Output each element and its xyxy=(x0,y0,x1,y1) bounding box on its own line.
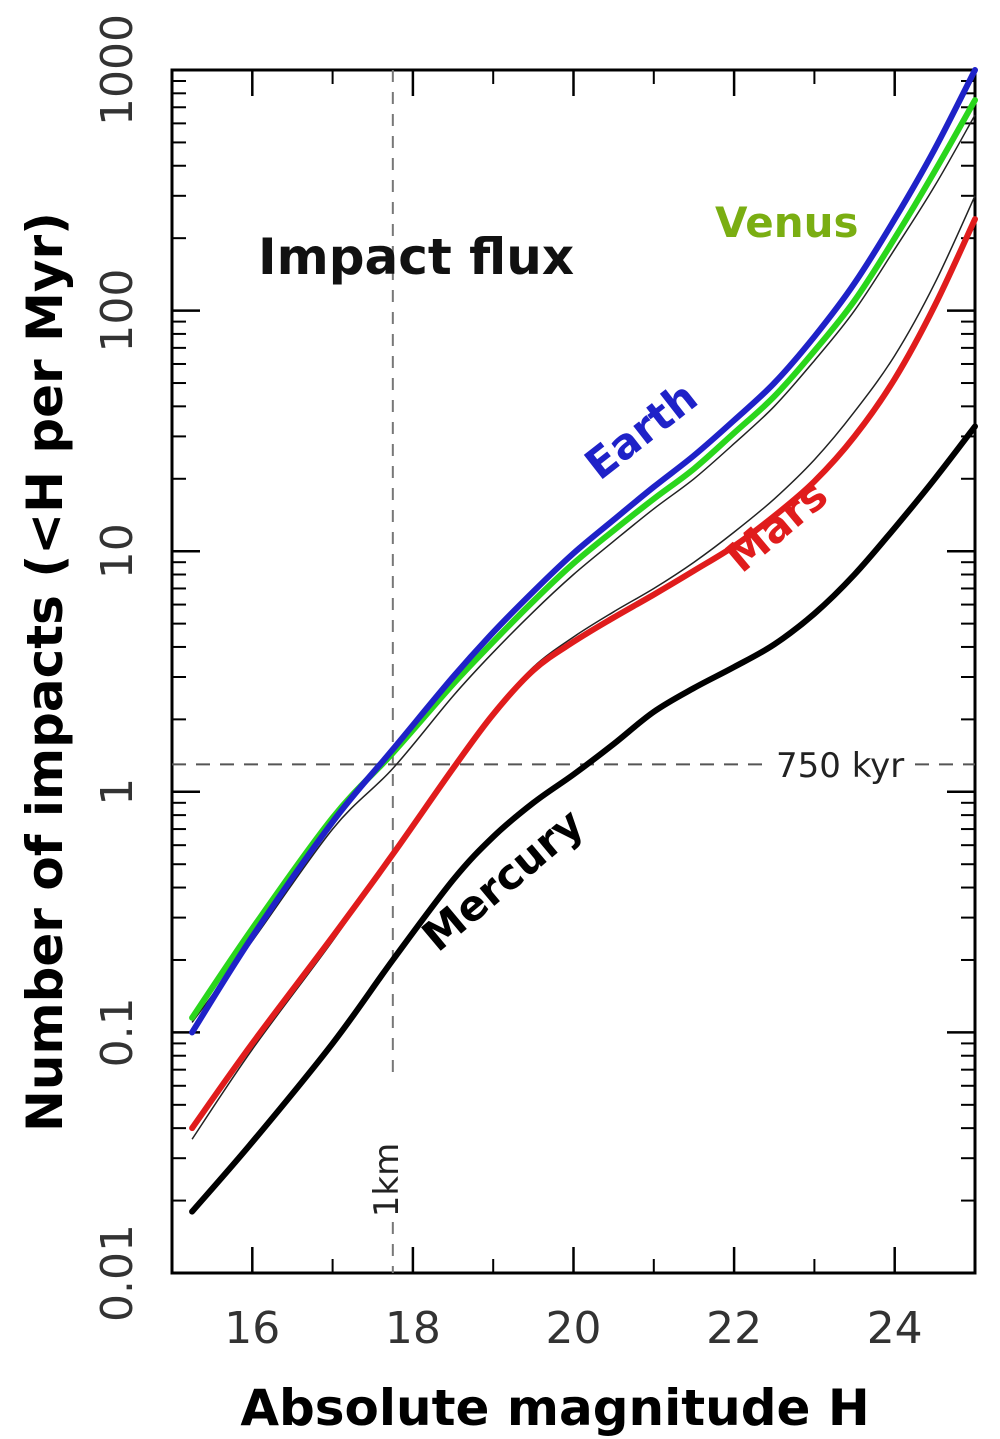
series-lines xyxy=(189,67,978,1215)
x-tick-label: 22 xyxy=(706,1303,762,1354)
major-ticks xyxy=(172,68,975,1275)
x-tick-label: 24 xyxy=(867,1303,923,1354)
series-label-mercury: Mercury xyxy=(413,799,593,961)
y-axis-title: Number of impacts (<H per Myr) xyxy=(16,212,74,1132)
label-750kyr: 750 kyr xyxy=(776,746,904,786)
x-tick-label: 16 xyxy=(224,1303,280,1354)
series-line-earth xyxy=(189,67,978,1036)
y-tick-label: 1000 xyxy=(92,14,143,126)
reference-lines xyxy=(172,70,975,1273)
y-tick-label: 1 xyxy=(92,778,143,806)
x-tick-label: 20 xyxy=(546,1303,602,1354)
series-line-mars xyxy=(189,216,978,1132)
y-tick-label: 100 xyxy=(92,269,143,353)
label-1km: 1km xyxy=(367,1143,407,1217)
x-tick-label: 18 xyxy=(385,1303,441,1354)
panel-title: Impact flux xyxy=(258,228,574,286)
x-axis-title: Absolute magnitude H xyxy=(240,1379,869,1437)
y-tick-label: 0.01 xyxy=(92,1224,143,1322)
y-tick-label: 10 xyxy=(92,523,143,579)
x-tick-labels: 16 18 20 22 24 xyxy=(224,1303,922,1354)
y-tick-label: 0.1 xyxy=(92,997,143,1067)
thin-reference-curve-2 xyxy=(191,195,976,1140)
series-line-mercury xyxy=(189,423,978,1215)
series-label-mars: Mars xyxy=(717,470,837,582)
thin-reference-curve-1 xyxy=(191,114,976,1023)
y-tick-labels: 0.01 0.1 1 10 100 1000 xyxy=(92,14,143,1322)
series-label-venus: Venus xyxy=(715,198,859,247)
